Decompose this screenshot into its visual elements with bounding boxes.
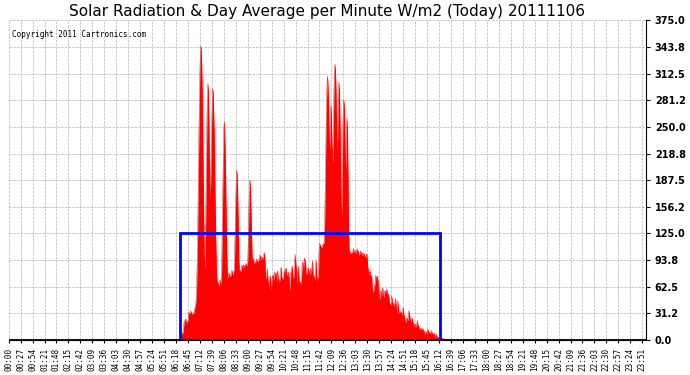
Bar [181, 234, 440, 340]
Text: Copyright 2011 Cartronics.com: Copyright 2011 Cartronics.com [12, 30, 146, 39]
Title: Solar Radiation & Day Average per Minute W/m2 (Today) 20111106: Solar Radiation & Day Average per Minute… [69, 4, 585, 19]
